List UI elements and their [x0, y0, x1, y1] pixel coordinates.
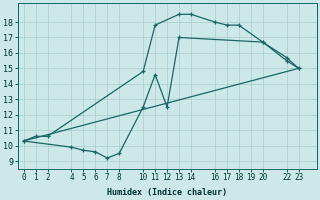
X-axis label: Humidex (Indice chaleur): Humidex (Indice chaleur) — [107, 188, 227, 197]
